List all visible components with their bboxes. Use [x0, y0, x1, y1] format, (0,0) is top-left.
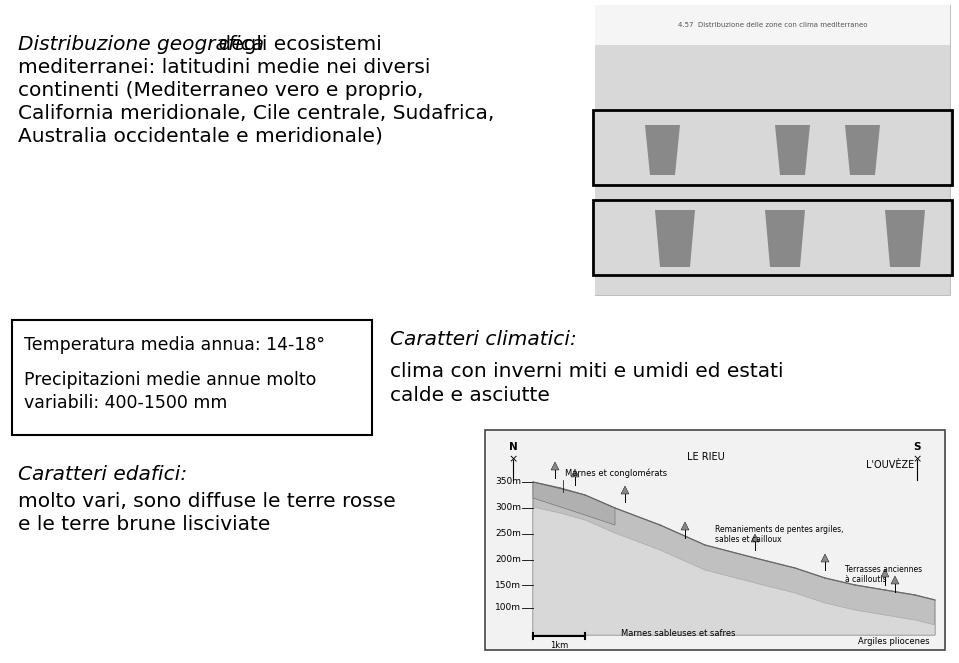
Text: mediterranei: latitudini medie nei diversi: mediterranei: latitudini medie nei diver…: [18, 58, 431, 77]
Polygon shape: [765, 210, 805, 267]
Text: Distribuzione geografica: Distribuzione geografica: [18, 35, 264, 54]
Text: Argiles pliocenes: Argiles pliocenes: [858, 637, 930, 646]
Text: calde e asciutte: calde e asciutte: [390, 386, 550, 405]
Text: e le terre brune lisciviate: e le terre brune lisciviate: [18, 515, 270, 534]
Polygon shape: [885, 210, 925, 267]
Text: Terrasses anciennes
à cailloutis: Terrasses anciennes à cailloutis: [845, 565, 923, 584]
Polygon shape: [775, 125, 810, 175]
Bar: [595, 45, 950, 295]
Polygon shape: [533, 482, 935, 635]
Polygon shape: [533, 507, 935, 635]
Polygon shape: [845, 125, 880, 175]
Text: 300m: 300m: [495, 503, 521, 512]
Text: Temperatura media annua: 14-18°: Temperatura media annua: 14-18°: [24, 336, 325, 354]
Polygon shape: [751, 534, 759, 542]
Text: 100m: 100m: [495, 603, 521, 613]
Polygon shape: [681, 522, 689, 530]
Bar: [593, 200, 952, 275]
Polygon shape: [621, 486, 629, 494]
Polygon shape: [571, 469, 579, 477]
Polygon shape: [551, 462, 559, 470]
Bar: [12, 320, 372, 435]
Text: Australia occidentale e meridionale): Australia occidentale e meridionale): [18, 127, 383, 146]
Bar: [595, 5, 950, 295]
Text: Precipitazioni medie annue molto: Precipitazioni medie annue molto: [24, 371, 316, 389]
Text: N: N: [508, 442, 517, 452]
Polygon shape: [891, 576, 899, 584]
Polygon shape: [533, 482, 615, 525]
Text: 350m: 350m: [495, 477, 521, 487]
Text: degli ecosistemi: degli ecosistemi: [212, 35, 382, 54]
Text: ×: ×: [912, 454, 922, 464]
Text: clima con inverni miti e umidi ed estati: clima con inverni miti e umidi ed estati: [390, 362, 784, 381]
Text: Marnes sableuses et safres: Marnes sableuses et safres: [620, 629, 736, 638]
Text: 250m: 250m: [495, 530, 521, 538]
Text: L'OUVÈZE: L'OUVÈZE: [866, 460, 914, 470]
Polygon shape: [881, 569, 889, 577]
Text: California meridionale, Cile centrale, Sudafrica,: California meridionale, Cile centrale, S…: [18, 104, 495, 123]
Polygon shape: [645, 125, 680, 175]
Text: molto vari, sono diffuse le terre rosse: molto vari, sono diffuse le terre rosse: [18, 492, 396, 511]
Text: 200m: 200m: [495, 556, 521, 564]
Text: variabili: 400-1500 mm: variabili: 400-1500 mm: [24, 394, 227, 412]
Text: 4.57  Distribuzione delle zone con clima mediterraneo: 4.57 Distribuzione delle zone con clima …: [678, 22, 867, 28]
Text: continenti (Mediterraneo vero e proprio,: continenti (Mediterraneo vero e proprio,: [18, 81, 424, 100]
Polygon shape: [655, 210, 695, 267]
Text: Caratteri edafici:: Caratteri edafici:: [18, 465, 187, 484]
Text: Marnes et conglomérats: Marnes et conglomérats: [565, 469, 667, 478]
Text: Remaniements de pentes argiles,
sables et cailloux: Remaniements de pentes argiles, sables e…: [715, 525, 844, 544]
Text: 150m: 150m: [495, 581, 521, 589]
Bar: [595, 5, 950, 45]
Bar: [593, 110, 952, 185]
Text: 1km: 1km: [550, 641, 568, 650]
Text: Caratteri climatici:: Caratteri climatici:: [390, 330, 576, 349]
Polygon shape: [821, 554, 829, 562]
Text: S: S: [913, 442, 921, 452]
Text: ×: ×: [508, 454, 518, 464]
Bar: [485, 430, 945, 650]
Text: LE RIEU: LE RIEU: [687, 452, 725, 462]
